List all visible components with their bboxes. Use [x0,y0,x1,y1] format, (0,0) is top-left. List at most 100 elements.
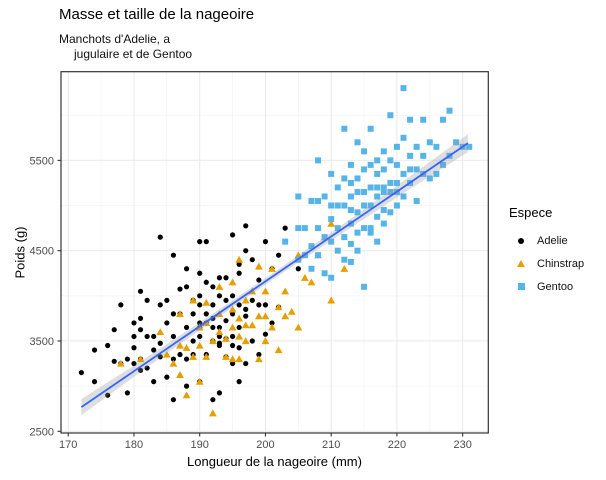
x-axis-tick-label: 200 [256,439,274,451]
data-point-adelie [164,374,170,380]
data-point-chinstrap [274,346,283,354]
data-point-gentoo [328,238,335,245]
data-point-gentoo [361,188,368,195]
data-point-gentoo [334,225,341,232]
data-point-chinstrap [116,359,125,367]
data-point-gentoo [367,225,374,232]
data-point-chinstrap [254,312,263,320]
data-point-gentoo [354,175,361,182]
data-point-adelie [243,223,249,229]
data-point-gentoo [413,166,420,173]
data-point-adelie [183,324,190,331]
data-point-chinstrap [202,298,211,306]
data-point-chinstrap [235,255,244,263]
data-point-gentoo [387,209,394,216]
data-point-adelie [203,239,209,245]
data-point-gentoo [347,193,354,200]
y-axis-tick-label: 3500 [30,336,54,348]
data-point-gentoo [282,238,289,245]
data-point-chinstrap [228,355,237,363]
gentoo-square-icon [513,280,529,294]
data-point-chinstrap [261,337,270,345]
data-point-chinstrap [169,359,178,367]
data-point-adelie [170,311,177,317]
data-point-gentoo [400,193,407,200]
data-point-gentoo [295,225,302,232]
data-point-gentoo [321,270,328,277]
data-point-gentoo [439,161,446,168]
data-point-chinstrap [241,296,250,304]
data-point-chinstrap [222,352,230,360]
data-point-adelie [197,320,203,326]
data-point-chinstrap [235,314,244,322]
data-point-gentoo [413,143,420,150]
data-point-gentoo [354,209,361,216]
data-point-adelie [131,333,137,340]
data-point-gentoo [341,175,348,182]
data-point-gentoo [380,148,387,155]
data-point-adelie [262,302,269,308]
data-point-chinstrap [228,323,237,331]
data-point-chinstrap [215,328,224,336]
data-point-gentoo [295,193,302,200]
data-point-adelie [183,266,190,272]
data-point-gentoo [374,193,381,200]
data-point-adelie [151,333,157,340]
data-point-adelie [236,302,242,308]
data-point-adelie [190,311,196,317]
data-point-adelie [256,302,262,308]
data-point-gentoo [380,188,387,195]
x-axis-tick-label: 210 [322,439,340,451]
chinstrap-triangle-icon [513,257,529,271]
data-point-adelie [223,318,229,324]
data-point-chinstrap [195,341,204,349]
data-point-gentoo [380,220,387,227]
data-point-adelie [243,360,249,367]
data-point-gentoo [393,143,400,150]
data-point-chinstrap [208,409,217,417]
data-point-adelie [243,306,249,312]
data-point-adelie [236,345,242,351]
data-point-gentoo [400,170,407,177]
data-point-adelie [91,379,98,385]
data-point-adelie [183,356,190,362]
data-point-gentoo [380,184,387,191]
data-point-adelie [229,293,236,299]
data-point-adelie [151,347,157,353]
data-point-adelie [137,327,144,333]
data-point-adelie [229,342,236,349]
x-axis-tick-label: 190 [191,439,209,451]
data-point-adelie [229,360,236,367]
data-point-gentoo [446,107,453,114]
data-point-gentoo [308,265,315,272]
data-point-adelie [164,297,170,303]
data-point-adelie [262,239,269,245]
data-point-adelie [223,297,229,303]
data-point-gentoo [347,179,354,186]
data-point-adelie [124,390,130,396]
data-point-adelie [262,331,269,337]
data-point-adelie [170,333,177,340]
data-point-gentoo [393,179,400,186]
data-point-adelie [137,367,144,373]
data-point-adelie [210,302,216,308]
data-point-gentoo [374,184,381,191]
data-point-gentoo [374,157,381,164]
data-point-chinstrap [248,321,257,329]
data-point-adelie [190,338,196,344]
data-point-adelie [275,252,282,258]
data-point-chinstrap [254,355,263,363]
data-point-gentoo [315,252,322,259]
data-point-adelie [131,320,137,326]
legend-item-chinstrap: Chinstrap [503,252,603,275]
data-point-adelie [269,320,275,326]
data-point-adelie [177,286,183,292]
data-point-adelie [249,297,255,303]
data-point-adelie [124,356,130,362]
data-point-gentoo [361,225,368,232]
data-point-gentoo [347,161,354,168]
data-point-gentoo [341,125,348,132]
data-point-adelie [216,340,223,346]
data-point-chinstrap [176,371,184,378]
